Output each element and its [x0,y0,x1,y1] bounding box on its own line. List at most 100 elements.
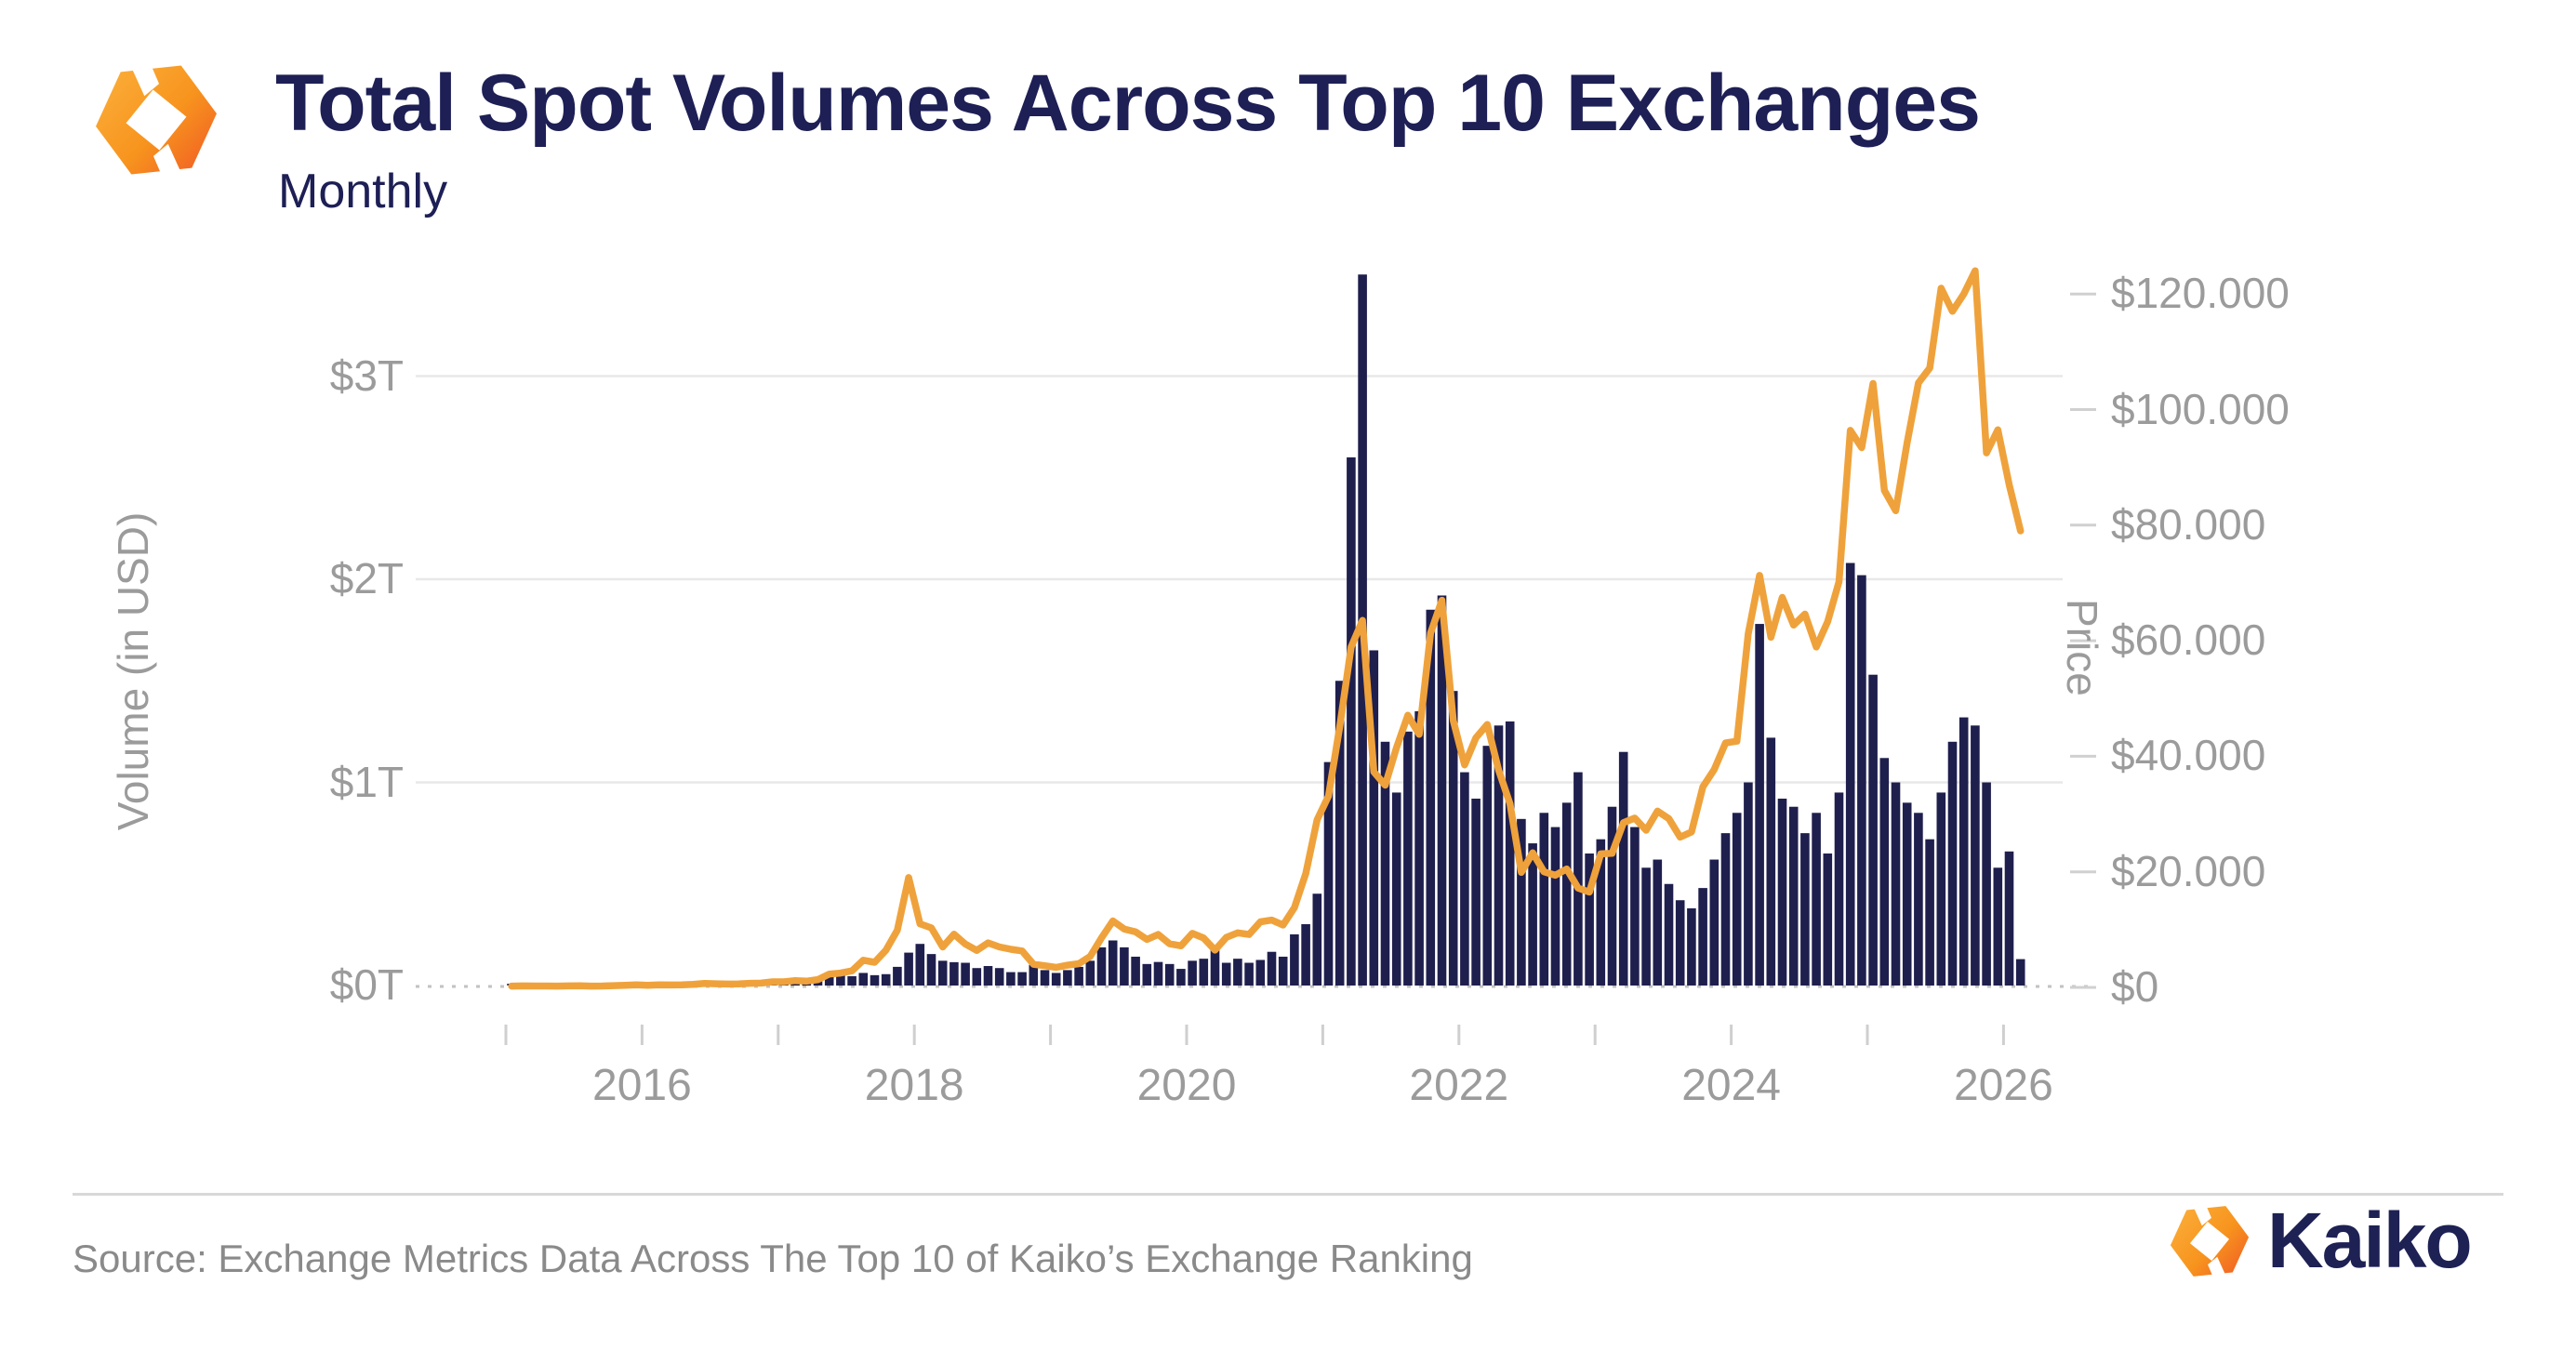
footer-divider [73,1193,2503,1196]
volume-bar [1290,933,1299,986]
volume-bar [1369,650,1379,986]
volume-bar [1460,772,1469,986]
volume-bar [1494,725,1504,986]
volume-bar [1675,900,1685,986]
volume-bar [1312,893,1322,986]
volume-bar [1641,867,1651,986]
volume-bar [1585,853,1594,986]
volume-bar [1902,802,1912,986]
volume-bar [972,968,982,986]
volume-bar [1607,806,1617,986]
volume-bar [1698,888,1707,986]
volume-bar [2015,959,2025,986]
right-axis-label-60000: $60.000 [2111,615,2266,665]
volume-bar [1653,859,1663,986]
volume-bar [1142,963,1152,986]
x-axis-label-2018: 2018 [864,1061,964,1110]
volume-bar [1664,883,1674,986]
volume-bar [1971,725,1980,986]
volume-bar [1244,962,1254,986]
volume-bar [1573,772,1583,986]
volume-bar [1777,798,1787,986]
page-title: Total Spot Volumes Across Top 10 Exchang… [275,59,1981,148]
volume-bar [904,952,913,986]
volume-bar [836,973,845,986]
volume-bar [915,944,925,986]
volume-bar [1857,575,1866,986]
volume-bar [1188,960,1197,986]
volume-bar [1982,782,1991,986]
volume-bar [1823,853,1833,986]
volume-bar [1176,969,1186,986]
volume-bar [870,974,880,986]
volume-bar [1233,959,1242,986]
volume-bar [1391,792,1401,986]
volume-bar [1744,782,1753,986]
volume-bar [2004,851,2014,986]
volume-bar [1755,624,1764,986]
price-line [508,267,2025,990]
volume-bar [961,962,970,986]
volume-bar [983,966,993,986]
volume-bar [1947,741,1958,986]
left-axis-label-3T: $3T [329,351,404,400]
volume-bar [1380,741,1390,986]
volume-bar [1448,691,1458,986]
volume-bar [1845,562,1855,986]
x-axis-label-2016: 2016 [592,1061,692,1110]
volume-bar [1006,972,1016,986]
volume-bar [893,966,902,986]
right-axis-label-20000: $20.000 [2111,846,2266,895]
kaiko-logo-icon-small [2167,1197,2252,1286]
left-axis-label-2T: $2T [329,554,404,602]
volume-bar [1732,813,1742,986]
volume-bar [1720,833,1731,986]
volume-bar [1221,962,1231,986]
volume-bar [1959,717,1969,986]
x-axis-label-2024: 2024 [1681,1061,1781,1110]
volume-bar [1426,609,1436,986]
volume-bar [1800,833,1810,986]
volume-bar [1539,813,1549,986]
volume-bar [1063,970,1072,986]
volume-bar [1210,946,1220,986]
page-subtitle: Monthly [278,165,448,218]
volume-bar [1687,907,1696,986]
volume-bar [1766,737,1776,986]
volume-bar [1561,802,1572,986]
volume-bar [1879,758,1890,986]
volume-bar [1596,839,1606,986]
kaiko-wordmark: Kaiko [2267,1197,2473,1284]
volume-bar [1017,972,1027,986]
volume-bar [1108,940,1118,986]
volume-bar [1096,946,1107,986]
volume-bar [1278,956,1288,986]
volume-bar [994,968,1004,986]
volume-bar [926,954,936,986]
volume-bar [1914,813,1923,986]
volume-bar [1131,956,1140,986]
volume-bar [949,961,959,986]
volume-bar [1164,963,1175,986]
volume-bar [1868,674,1878,986]
volume-bar [1199,959,1209,986]
right-axis-label-40000: $40.000 [2111,731,2266,780]
volume-bar [937,960,948,986]
volume-bar [1630,827,1640,986]
volume-bar [1505,721,1515,986]
left-axis-label-1T: $1T [329,757,404,806]
volume-bar [1709,859,1720,986]
volume-bar [881,973,891,986]
left-axis-label-0T: $0T [329,960,404,1009]
volume-bar [858,973,869,986]
source-note: Source: Exchange Metrics Data Across The… [73,1237,1473,1280]
volume-bar [1051,973,1061,986]
volume-bar [1812,813,1821,986]
right-axis-label-120000: $120.000 [2111,269,2290,318]
volume-bar [824,975,834,986]
volume-bar [1471,798,1481,986]
volume-bar [1925,839,1934,986]
volume-bar [1788,806,1799,986]
volume-bar [1074,966,1083,986]
left-axis-title: Volume (in USD) [109,511,157,831]
